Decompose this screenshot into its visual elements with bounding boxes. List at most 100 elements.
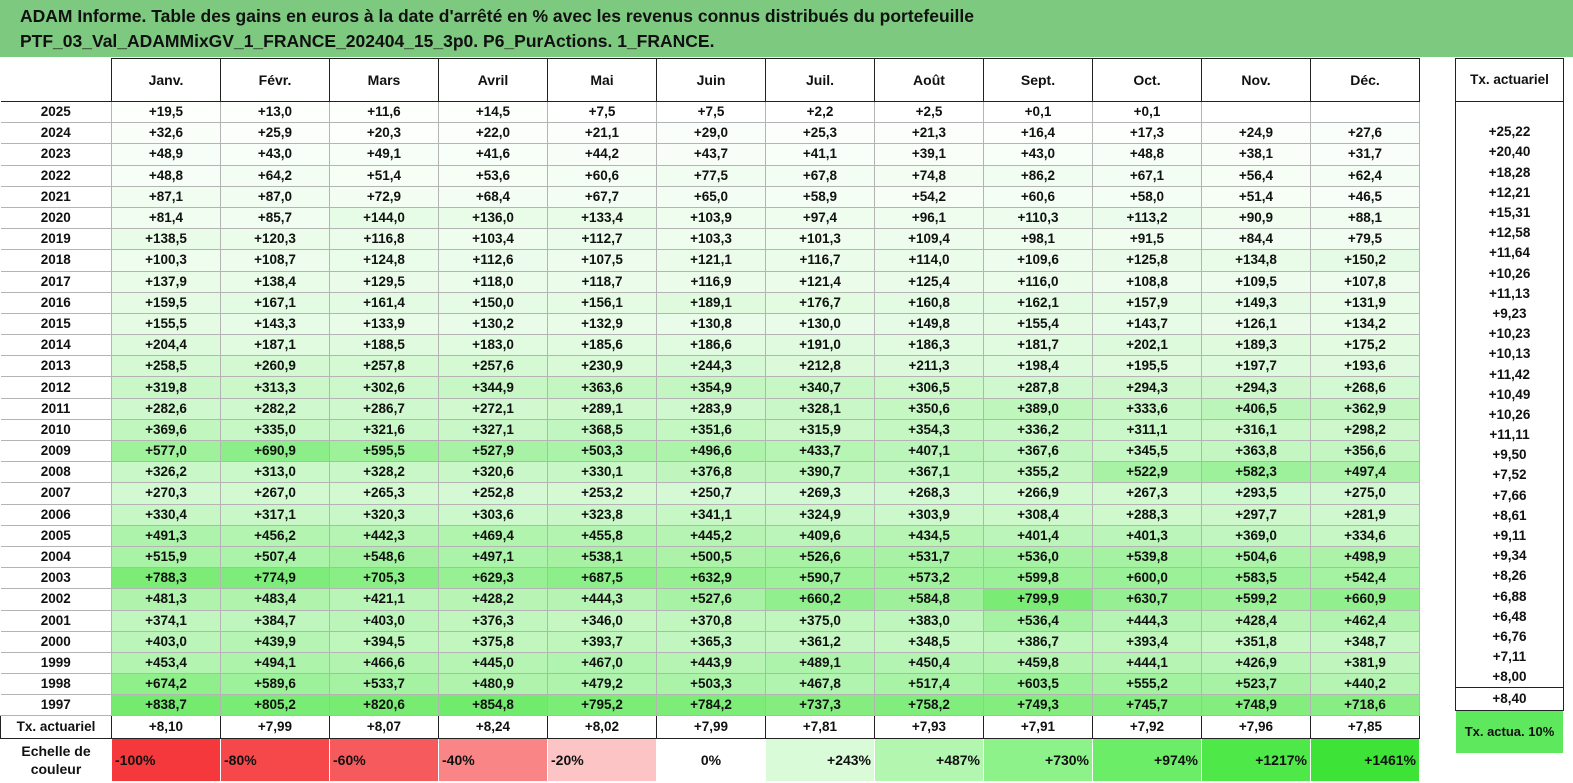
- rate-value: +25,22: [1455, 122, 1564, 143]
- gain-cell: +361,2: [765, 630, 875, 653]
- gain-cell: +403,0: [111, 630, 221, 653]
- color-scale-step: +487%: [874, 738, 984, 783]
- gain-cell: +403,0: [329, 609, 439, 632]
- gain-cell: +138,5: [111, 228, 221, 251]
- rate-row: [1455, 101, 1564, 123]
- footer-rate-cell: +7,92: [1092, 715, 1202, 740]
- gain-cell: +324,9: [765, 503, 875, 526]
- table-row: 2024 +32,6 +25,9 +20,3 +22,0 +21,1 +29,0 +25,3 +…: [0, 122, 1420, 145]
- gain-cell: +351,8: [1201, 630, 1311, 653]
- gain-cell: +275,0: [1310, 482, 1420, 505]
- gain-cell: +134,8: [1201, 249, 1311, 272]
- gain-cell: +311,1: [1092, 418, 1202, 442]
- year-label: 2016: [0, 291, 112, 314]
- gain-cell: +589,6: [220, 673, 330, 696]
- table-row: 2021 +87,1 +87,0 +72,9 +68,4 +67,7 +65,0 +58,9 +…: [0, 185, 1420, 208]
- gain-cell: +350,6: [874, 397, 984, 420]
- table-row: 2018 +100,3 +108,7 +124,8 +112,6 +107,5 +121,1…: [0, 249, 1420, 272]
- gain-cell: +103,4: [438, 228, 548, 251]
- gain-cell: +43,7: [656, 143, 766, 166]
- table-row: 2017 +137,9 +138,4 +129,5 +118,0 +118,7 +116,9…: [0, 270, 1420, 293]
- year-label: 1998: [0, 673, 112, 696]
- gain-cell: +143,3: [220, 312, 330, 336]
- gain-cell: +268,3: [874, 482, 984, 505]
- gain-cell: +21,3: [874, 122, 984, 145]
- gain-cell: +319,8: [111, 376, 221, 399]
- table-row: 2023 +48,9 +43,0 +49,1 +41,6 +44,2 +43,7 +41,1 +…: [0, 143, 1420, 166]
- month-header-6: Juin: [656, 58, 766, 102]
- gain-cell: +87,0: [220, 185, 330, 208]
- gain-cell: +56,4: [1201, 164, 1311, 187]
- gain-cell: +269,3: [765, 482, 875, 505]
- rate-scale-label: Tx. actua. 10%: [1455, 710, 1564, 755]
- month-header-5: Mai: [547, 58, 657, 102]
- gain-cell: [1201, 100, 1311, 124]
- gain-cell: +253,2: [547, 482, 657, 505]
- gain-cell: +503,3: [656, 673, 766, 696]
- year-label: 2009: [0, 439, 112, 463]
- gain-cell: +230,9: [547, 355, 657, 378]
- gain-cell: +155,4: [983, 312, 1093, 336]
- gain-cell: +21,1: [547, 122, 657, 145]
- table-row: 2010 +369,6 +335,0 +321,6 +327,1 +368,5 +351,6…: [0, 418, 1420, 442]
- table-row: 2006 +330,4 +317,1 +320,3 +303,6 +323,8 +341,1…: [0, 503, 1420, 526]
- gain-cell: +555,2: [1092, 673, 1202, 696]
- gain-cell: +22,0: [438, 122, 548, 145]
- gain-cell: +67,1: [1092, 164, 1202, 187]
- gain-cell: +481,3: [111, 588, 221, 611]
- year-label: 2021: [0, 185, 112, 208]
- gain-cell: +289,1: [547, 397, 657, 420]
- gain-cell: +330,1: [547, 461, 657, 484]
- rate-value: +10,13: [1455, 344, 1564, 365]
- gain-cell: +48,9: [111, 143, 221, 166]
- gain-cell: +409,6: [765, 524, 875, 547]
- gain-cell: +27,6: [1310, 122, 1420, 145]
- gain-cell: +84,4: [1201, 228, 1311, 251]
- gain-cell: +85,7: [220, 206, 330, 230]
- gain-cell: +308,4: [983, 503, 1093, 526]
- gain-cell: +282,2: [220, 397, 330, 420]
- year-label: 2003: [0, 567, 112, 590]
- gain-cell: +494,1: [220, 651, 330, 675]
- gain-cell: +453,4: [111, 651, 221, 675]
- gain-cell: +302,6: [329, 376, 439, 399]
- year-label: 2008: [0, 461, 112, 484]
- gain-cell: +133,9: [329, 312, 439, 336]
- gain-cell: +100,3: [111, 249, 221, 272]
- gain-cell: +74,8: [874, 164, 984, 187]
- gain-cell: +159,5: [111, 291, 221, 314]
- gain-cell: +195,5: [1092, 355, 1202, 378]
- gain-cell: +444,3: [547, 588, 657, 611]
- gain-cell: +577,0: [111, 439, 221, 463]
- gain-cell: +162,1: [983, 291, 1093, 314]
- color-scale-step: +243%: [765, 738, 875, 783]
- gain-cell: +365,3: [656, 630, 766, 653]
- gain-cell: +7,5: [547, 100, 657, 124]
- gain-cell: +376,3: [438, 609, 548, 632]
- gain-cell: +267,3: [1092, 482, 1202, 505]
- gain-cell: +600,0: [1092, 567, 1202, 590]
- gain-cell: +60,6: [547, 164, 657, 187]
- rate-row: +11,11: [1455, 425, 1564, 446]
- year-label: 1999: [0, 651, 112, 675]
- gain-cell: +428,2: [438, 588, 548, 611]
- rate-value: +8,26: [1455, 566, 1564, 587]
- gain-cell: +363,6: [547, 376, 657, 399]
- gain-cell: +795,2: [547, 694, 657, 717]
- gain-cell: +266,9: [983, 482, 1093, 505]
- gain-cell: +257,6: [438, 355, 548, 378]
- color-scale-row: Echelle de couleur -100% -80% -60% -40% -20% 0…: [0, 738, 1420, 783]
- rate-row: +9,34: [1455, 546, 1564, 567]
- gain-cell: +784,2: [656, 694, 766, 717]
- rate-row: +12,58: [1455, 223, 1564, 244]
- gain-cell: +44,2: [547, 143, 657, 166]
- month-header-row: Janv. Févr. Mars Avril Mai Juin Juil. Août Sept.…: [0, 58, 1420, 102]
- year-label: 2002: [0, 588, 112, 611]
- year-label: 2018: [0, 249, 112, 272]
- table-row: 2013 +258,5 +260,9 +257,8 +257,6 +230,9 +244,3…: [0, 355, 1420, 378]
- gain-cell: +51,4: [1201, 185, 1311, 208]
- table-row: 2000 +403,0 +439,9 +394,5 +375,8 +393,7 +365,3…: [0, 630, 1420, 653]
- gain-cell: +121,4: [765, 270, 875, 293]
- color-scale-step: -40%: [438, 738, 548, 783]
- footer-rate-cell: +7,81: [765, 715, 875, 740]
